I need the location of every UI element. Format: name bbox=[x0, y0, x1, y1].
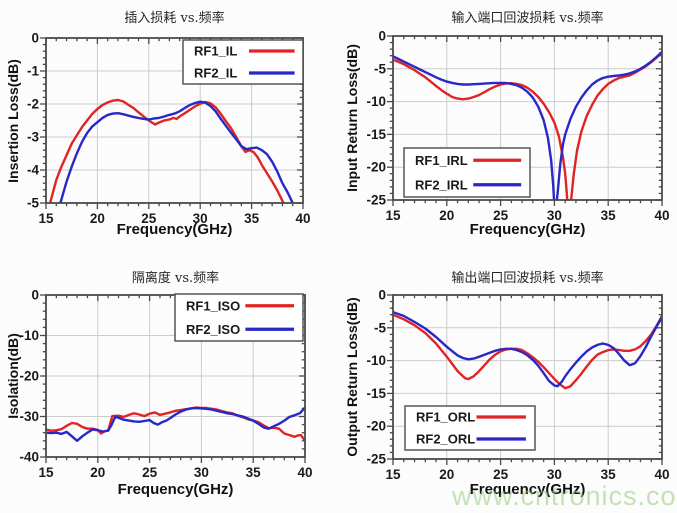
svg-text:-10: -10 bbox=[366, 353, 386, 368]
chart-title-input-return-loss: 输入端口回波损耗 vs.频率 bbox=[451, 11, 604, 26]
svg-text:-40: -40 bbox=[19, 450, 39, 465]
series-RF2_IRL bbox=[393, 50, 662, 200]
series-RF2_ISO bbox=[46, 406, 305, 442]
svg-text:0: 0 bbox=[378, 29, 386, 44]
svg-text:25: 25 bbox=[493, 208, 509, 223]
legend-label: RF1_IRL bbox=[415, 153, 468, 168]
x-axis-label-frequency: Frequency(GHz) bbox=[117, 481, 234, 498]
svg-text:-5: -5 bbox=[374, 61, 386, 76]
svg-text:-15: -15 bbox=[366, 386, 386, 401]
legend-label: RF2_IL bbox=[194, 66, 237, 81]
chart-panel-input-return-loss: 15 20 25 30 35 40 -25 -20 -15 -10 -5 0 RF1_IRL RF2_IR… bbox=[337, 0, 677, 256]
svg-text:15: 15 bbox=[385, 467, 401, 482]
input-return-loss-chart: 15 20 25 30 35 40 -25 -20 -15 -10 -5 0 RF1_IRL RF2_IR… bbox=[366, 29, 669, 224]
svg-text:0: 0 bbox=[31, 31, 39, 46]
svg-text:-25: -25 bbox=[366, 193, 386, 208]
svg-text:35: 35 bbox=[244, 211, 260, 226]
svg-text:40: 40 bbox=[654, 208, 669, 223]
chart-panel-isolation: 15 20 25 30 35 40 -40 -30 -20 -10 0 RF1_ISO RF2_ISO … bbox=[0, 256, 337, 513]
x-axis-label-frequency: Frequency(GHz) bbox=[116, 221, 233, 238]
svg-text:-25: -25 bbox=[366, 452, 386, 467]
legend-label: RF2_ORL bbox=[416, 432, 475, 447]
svg-text:-10: -10 bbox=[19, 328, 39, 343]
legend: RF1_IL RF2_IL bbox=[182, 39, 304, 85]
svg-text:40: 40 bbox=[654, 467, 669, 482]
y-axis-label-input-return-loss: Input Return Loss(dB) bbox=[344, 44, 360, 192]
series-RF2_ORL bbox=[393, 310, 662, 388]
svg-text:20: 20 bbox=[90, 211, 105, 226]
svg-text:25: 25 bbox=[142, 465, 158, 480]
svg-text:-1: -1 bbox=[27, 64, 39, 79]
legend: RF1_ISO RF2_ISO bbox=[174, 293, 304, 342]
svg-text:30: 30 bbox=[194, 465, 209, 480]
svg-text:15: 15 bbox=[385, 208, 401, 223]
chart-panel-insertion-loss: 15 20 25 30 35 40 -5 -4 -3 -2 -1 0 RF1_IL RF2_IL 插入损耗… bbox=[0, 0, 337, 256]
y-axis-label-isolation: Isolation(dB) bbox=[5, 333, 21, 419]
x-axis-label-frequency: Frequency(GHz) bbox=[469, 481, 586, 498]
svg-text:-30: -30 bbox=[19, 409, 39, 424]
legend-label: RF2_IRL bbox=[415, 177, 468, 192]
svg-text:-20: -20 bbox=[366, 419, 386, 434]
series-RF2_IL bbox=[59, 100, 294, 203]
series-RF1_ISO bbox=[46, 406, 305, 442]
chart-panel-output-return-loss: 15 20 25 30 35 40 -25 -20 -15 -10 -5 0 RF1_ORL RF2_OR… bbox=[337, 256, 677, 513]
svg-text:15: 15 bbox=[38, 211, 54, 226]
svg-text:-10: -10 bbox=[366, 94, 386, 109]
svg-text:-5: -5 bbox=[27, 196, 39, 211]
legend: RF1_IRL RF2_IRL bbox=[403, 147, 531, 198]
tick-labels: 15 20 25 30 35 40 -40 -30 -20 -10 0 bbox=[19, 288, 312, 481]
svg-text:-20: -20 bbox=[19, 369, 39, 384]
svg-text:20: 20 bbox=[439, 208, 454, 223]
series-RF1_ORL bbox=[393, 313, 662, 390]
svg-text:25: 25 bbox=[141, 211, 157, 226]
svg-text:-15: -15 bbox=[366, 127, 386, 142]
svg-text:15: 15 bbox=[38, 465, 54, 480]
y-axis-label-insertion-loss: Insertion Loss(dB) bbox=[5, 58, 21, 183]
legend-label: RF1_ISO bbox=[186, 298, 240, 313]
svg-text:20: 20 bbox=[90, 465, 105, 480]
svg-text:30: 30 bbox=[547, 467, 562, 482]
svg-text:-5: -5 bbox=[374, 320, 386, 335]
legend-label: RF1_IL bbox=[194, 44, 237, 59]
plot-border bbox=[392, 35, 663, 201]
svg-text:30: 30 bbox=[547, 208, 562, 223]
svg-text:20: 20 bbox=[439, 467, 454, 482]
svg-text:-2: -2 bbox=[27, 97, 39, 112]
svg-text:40: 40 bbox=[297, 465, 312, 480]
plot-border bbox=[392, 294, 663, 460]
svg-text:-4: -4 bbox=[27, 163, 39, 178]
y-axis-label-output-return-loss: Output Return Loss(dB) bbox=[344, 297, 360, 457]
svg-text:-3: -3 bbox=[27, 130, 39, 145]
x-axis-label-frequency: Frequency(GHz) bbox=[469, 221, 586, 238]
isolation-chart: 15 20 25 30 35 40 -40 -30 -20 -10 0 RF1_ISO RF2_ISO bbox=[19, 288, 312, 481]
svg-text:35: 35 bbox=[601, 467, 617, 482]
svg-text:25: 25 bbox=[493, 467, 509, 482]
series-RF1_IL bbox=[48, 98, 285, 203]
legend-label: RF1_ORL bbox=[416, 410, 475, 425]
chart-title-output-return-loss: 输出端口回波损耗 vs.频率 bbox=[451, 271, 604, 286]
insertion-loss-chart: 15 20 25 30 35 40 -5 -4 -3 -2 -1 0 RF1_IL RF2_IL bbox=[27, 31, 311, 227]
svg-text:35: 35 bbox=[246, 465, 262, 480]
watermark: www.cntronics.com bbox=[452, 481, 677, 511]
plot-border bbox=[45, 37, 304, 204]
svg-text:40: 40 bbox=[295, 211, 310, 226]
output-return-loss-chart: 15 20 25 30 35 40 -25 -20 -15 -10 -5 0 RF1_ORL RF2_OR… bbox=[366, 288, 669, 483]
tick-labels: 15 20 25 30 35 40 -25 -20 -15 -10 -5 0 bbox=[366, 29, 669, 224]
svg-text:30: 30 bbox=[193, 211, 208, 226]
svg-text:-20: -20 bbox=[366, 160, 386, 175]
svg-text:0: 0 bbox=[31, 288, 39, 303]
tick-labels: 15 20 25 30 35 40 -5 -4 -3 -2 -1 0 bbox=[27, 31, 311, 227]
legend: RF1_ORL RF2_ORL bbox=[404, 405, 536, 451]
chart-title-isolation: 隔离度 vs.频率 bbox=[131, 271, 220, 286]
svg-text:0: 0 bbox=[378, 288, 386, 303]
chart-title-insertion-loss: 插入损耗 vs.频率 bbox=[124, 11, 225, 26]
svg-text:35: 35 bbox=[601, 208, 617, 223]
series-RF1_IRL bbox=[393, 51, 662, 200]
legend-label: RF2_ISO bbox=[186, 322, 240, 337]
tick-labels: 15 20 25 30 35 40 -25 -20 -15 -10 -5 0 bbox=[366, 288, 669, 483]
